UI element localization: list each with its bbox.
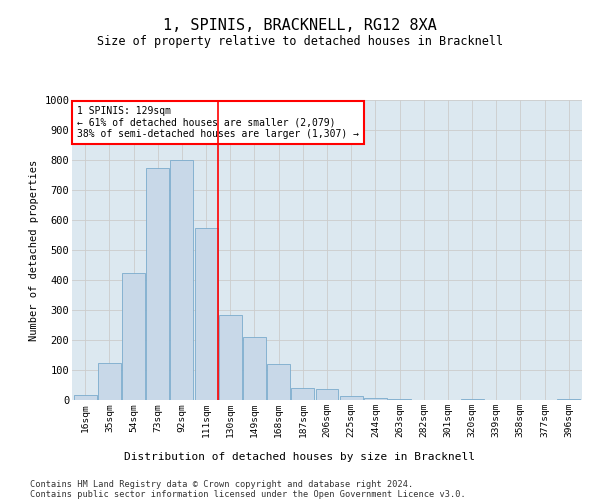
Bar bbox=[194, 228, 218, 400]
Text: 1, SPINIS, BRACKNELL, RG12 8XA: 1, SPINIS, BRACKNELL, RG12 8XA bbox=[163, 18, 437, 32]
Bar bbox=[219, 314, 242, 400]
Bar bbox=[292, 388, 314, 400]
Y-axis label: Number of detached properties: Number of detached properties bbox=[29, 160, 38, 340]
Bar bbox=[170, 160, 193, 400]
Text: Size of property relative to detached houses in Bracknell: Size of property relative to detached ho… bbox=[97, 35, 503, 48]
Bar bbox=[243, 337, 266, 400]
Bar bbox=[316, 388, 338, 400]
Bar bbox=[364, 398, 387, 400]
Text: Contains HM Land Registry data © Crown copyright and database right 2024.: Contains HM Land Registry data © Crown c… bbox=[30, 480, 413, 489]
Bar bbox=[557, 398, 580, 400]
Bar bbox=[267, 364, 290, 400]
Bar bbox=[146, 168, 169, 400]
Text: Distribution of detached houses by size in Bracknell: Distribution of detached houses by size … bbox=[125, 452, 476, 462]
Bar bbox=[98, 362, 121, 400]
Text: Contains public sector information licensed under the Open Government Licence v3: Contains public sector information licen… bbox=[30, 490, 466, 499]
Bar bbox=[388, 398, 411, 400]
Bar bbox=[461, 398, 484, 400]
Text: 1 SPINIS: 129sqm
← 61% of detached houses are smaller (2,079)
38% of semi-detach: 1 SPINIS: 129sqm ← 61% of detached house… bbox=[77, 106, 359, 139]
Bar bbox=[340, 396, 362, 400]
Bar bbox=[74, 394, 97, 400]
Bar bbox=[122, 272, 145, 400]
